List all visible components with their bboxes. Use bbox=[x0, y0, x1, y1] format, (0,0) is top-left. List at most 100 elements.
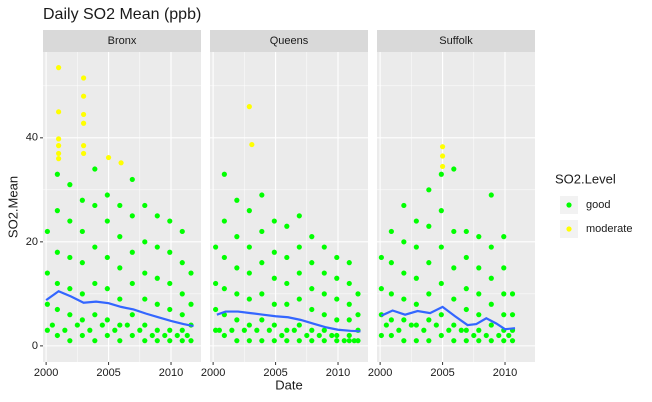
data-point bbox=[433, 322, 439, 328]
data-point bbox=[506, 332, 512, 339]
data-point bbox=[488, 322, 494, 328]
data-point bbox=[378, 286, 384, 292]
data-point bbox=[321, 291, 327, 297]
data-point bbox=[458, 327, 464, 333]
data-point bbox=[413, 244, 419, 250]
data-point bbox=[174, 332, 180, 339]
data-point bbox=[79, 197, 85, 203]
data-point bbox=[426, 291, 432, 297]
data-point bbox=[167, 280, 173, 287]
data-point bbox=[476, 312, 482, 318]
data-point bbox=[439, 163, 446, 170]
data-point bbox=[284, 223, 290, 229]
data-point bbox=[316, 332, 322, 339]
data-point bbox=[334, 254, 340, 261]
x-tick-label: 2005 bbox=[96, 367, 120, 379]
data-point bbox=[117, 234, 123, 240]
data-point bbox=[234, 338, 240, 344]
data-point bbox=[284, 301, 290, 307]
data-point bbox=[154, 275, 160, 281]
data-point bbox=[79, 332, 85, 339]
data-point bbox=[221, 254, 227, 261]
data-point bbox=[254, 327, 260, 333]
data-point bbox=[44, 301, 50, 307]
data-point bbox=[54, 171, 60, 177]
data-point bbox=[62, 327, 68, 333]
data-point bbox=[291, 327, 297, 333]
data-point bbox=[241, 327, 247, 333]
data-point bbox=[284, 327, 290, 333]
data-point bbox=[501, 234, 507, 240]
data-point bbox=[56, 109, 62, 115]
data-point bbox=[309, 286, 315, 292]
data-point bbox=[79, 228, 85, 235]
data-point bbox=[259, 291, 265, 297]
data-point bbox=[117, 322, 123, 328]
data-point bbox=[246, 338, 252, 344]
data-point bbox=[216, 327, 222, 333]
data-point bbox=[266, 327, 272, 333]
data-point bbox=[446, 327, 452, 333]
data-point bbox=[463, 338, 469, 344]
data-point bbox=[67, 254, 73, 261]
data-point bbox=[246, 322, 252, 328]
data-point bbox=[388, 228, 394, 235]
x-axis-label: Date bbox=[275, 377, 302, 392]
data-point bbox=[142, 270, 148, 276]
data-point bbox=[296, 296, 302, 302]
data-point bbox=[67, 338, 73, 344]
data-point bbox=[213, 327, 219, 333]
data-point bbox=[438, 244, 444, 250]
data-point bbox=[44, 327, 50, 333]
x-tick-label: 2000 bbox=[201, 367, 225, 379]
data-point bbox=[117, 265, 123, 271]
data-point bbox=[54, 280, 60, 287]
data-point bbox=[188, 270, 194, 276]
strip-label: Bronx bbox=[108, 35, 137, 47]
data-point bbox=[92, 338, 98, 344]
data-point bbox=[259, 228, 265, 235]
data-point bbox=[80, 120, 87, 126]
data-point bbox=[471, 332, 477, 339]
data-point bbox=[296, 270, 302, 276]
data-point bbox=[188, 301, 194, 307]
data-point bbox=[426, 187, 432, 193]
data-point bbox=[509, 291, 516, 297]
data-point bbox=[388, 317, 394, 323]
data-point bbox=[321, 327, 327, 333]
data-point bbox=[334, 296, 340, 302]
data-point bbox=[56, 65, 62, 71]
data-point bbox=[104, 218, 110, 224]
data-point bbox=[296, 322, 302, 328]
data-point bbox=[413, 301, 419, 307]
data-point bbox=[105, 154, 112, 161]
data-point bbox=[259, 260, 265, 266]
data-point bbox=[378, 332, 384, 339]
data-point bbox=[104, 286, 110, 292]
legend-label: good bbox=[586, 199, 610, 211]
data-point bbox=[87, 327, 93, 333]
data-point bbox=[154, 327, 160, 333]
data-point bbox=[321, 338, 327, 344]
data-point bbox=[334, 317, 340, 323]
data-point bbox=[80, 150, 87, 157]
data-point bbox=[451, 265, 457, 271]
data-point bbox=[213, 244, 219, 250]
data-point bbox=[234, 234, 240, 240]
strip-background bbox=[43, 30, 201, 52]
data-point bbox=[56, 143, 62, 149]
data-point bbox=[284, 338, 290, 344]
data-point bbox=[179, 338, 185, 344]
x-tick-label: 2005 bbox=[430, 367, 454, 379]
panel-background bbox=[43, 52, 201, 362]
data-point bbox=[79, 260, 85, 266]
data-point bbox=[341, 338, 347, 344]
smooth-line bbox=[216, 310, 361, 333]
data-point bbox=[451, 166, 457, 172]
data-point bbox=[346, 301, 352, 307]
data-point bbox=[451, 296, 457, 302]
data-point bbox=[271, 301, 277, 307]
data-point bbox=[104, 317, 110, 323]
legend-marker bbox=[566, 202, 572, 208]
x-tick-label: 2010 bbox=[159, 367, 183, 379]
